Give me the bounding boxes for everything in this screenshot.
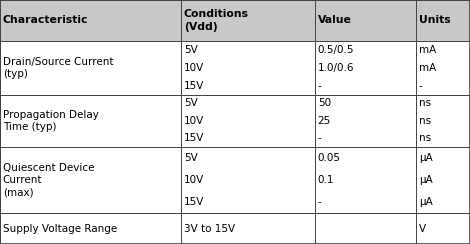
- Text: 15V: 15V: [184, 133, 204, 143]
- Bar: [181, 147, 315, 214]
- Text: 15V: 15V: [184, 81, 204, 91]
- Text: 15V: 15V: [184, 197, 204, 207]
- Bar: [416, 0, 470, 41]
- Text: μA: μA: [419, 175, 432, 185]
- Text: Supply Voltage Range: Supply Voltage Range: [3, 224, 117, 234]
- Bar: [416, 95, 470, 147]
- Text: Value: Value: [318, 15, 352, 25]
- Bar: [181, 41, 315, 95]
- Bar: [0, 147, 181, 214]
- Text: μA: μA: [419, 153, 432, 163]
- Text: 5V: 5V: [184, 153, 197, 163]
- Text: -: -: [318, 81, 321, 91]
- Text: μA: μA: [419, 197, 432, 207]
- Bar: [0, 214, 181, 244]
- Text: 5V: 5V: [184, 45, 197, 55]
- Text: Quiescent Device
Current
(max): Quiescent Device Current (max): [3, 163, 94, 197]
- Text: 1.0/0.6: 1.0/0.6: [318, 63, 354, 73]
- Bar: [181, 214, 315, 244]
- Text: 0.05: 0.05: [318, 153, 341, 163]
- Bar: [0, 41, 181, 95]
- Text: mA: mA: [419, 63, 436, 73]
- Bar: [315, 214, 416, 244]
- Bar: [416, 214, 470, 244]
- Text: -: -: [318, 197, 321, 207]
- Text: V: V: [419, 224, 426, 234]
- Text: Characteristic: Characteristic: [3, 15, 88, 25]
- Bar: [0, 95, 181, 147]
- Text: 0.1: 0.1: [318, 175, 334, 185]
- Bar: [315, 41, 416, 95]
- Text: 3V to 15V: 3V to 15V: [184, 224, 235, 234]
- Text: Units: Units: [419, 15, 450, 25]
- Bar: [181, 0, 315, 41]
- Text: ns: ns: [419, 133, 431, 143]
- Bar: [0, 0, 181, 41]
- Bar: [315, 95, 416, 147]
- Text: 25: 25: [318, 116, 331, 126]
- Text: Drain/Source Current
(typ): Drain/Source Current (typ): [3, 57, 113, 79]
- Bar: [416, 147, 470, 214]
- Text: -: -: [318, 133, 321, 143]
- Text: Conditions
(Vdd): Conditions (Vdd): [184, 9, 249, 32]
- Bar: [181, 95, 315, 147]
- Text: mA: mA: [419, 45, 436, 55]
- Text: -: -: [419, 81, 423, 91]
- Text: Propagation Delay
Time (typ): Propagation Delay Time (typ): [3, 110, 99, 132]
- Text: 10V: 10V: [184, 175, 204, 185]
- Bar: [315, 147, 416, 214]
- Text: 10V: 10V: [184, 116, 204, 126]
- Bar: [416, 41, 470, 95]
- Text: 50: 50: [318, 98, 331, 108]
- Text: ns: ns: [419, 116, 431, 126]
- Bar: [315, 0, 416, 41]
- Text: 0.5/0.5: 0.5/0.5: [318, 45, 354, 55]
- Text: ns: ns: [419, 98, 431, 108]
- Text: 10V: 10V: [184, 63, 204, 73]
- Text: 5V: 5V: [184, 98, 197, 108]
